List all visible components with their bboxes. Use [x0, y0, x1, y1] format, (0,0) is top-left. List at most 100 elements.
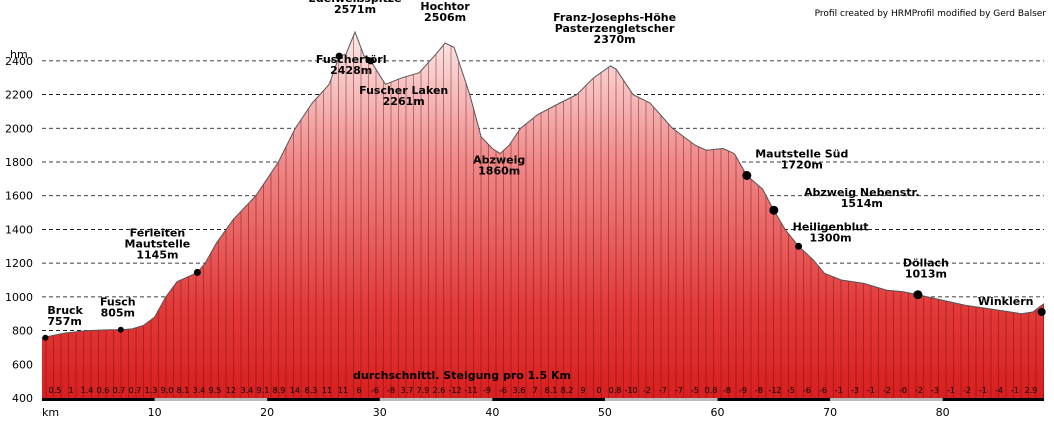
gradient-label: 2.9	[1025, 386, 1038, 395]
gradient-label: -9	[483, 386, 491, 395]
gradient-label: -11	[464, 386, 477, 395]
gradient-labels: 0.5 1 1.4 0.6 0.7 0.7 1.3 9.0 8.1 3.4 9.5 12 3.4 9.1 8…	[49, 386, 1038, 395]
gradient-label: -6	[819, 386, 827, 395]
place-label: 2428m	[330, 64, 372, 77]
place-label: Bruck	[47, 304, 83, 317]
gradient-label: 6	[356, 386, 361, 395]
gradient-label: 11	[322, 386, 332, 395]
place-label: Fusch	[100, 296, 136, 309]
gradient-label: -10	[624, 386, 637, 395]
gradient-label: -1	[979, 386, 987, 395]
place-marker	[913, 290, 923, 300]
y-tick-label: 1800	[5, 156, 33, 169]
gradient-label: -3	[851, 386, 859, 395]
x-axis-segment	[830, 398, 943, 401]
gradient-label: -2	[915, 386, 923, 395]
gradient-label: 1	[68, 386, 73, 395]
gradient-label: 8.2	[561, 386, 574, 395]
gradient-label: -6	[499, 386, 507, 395]
place-marker	[1037, 308, 1046, 316]
gradient-label: 8.9	[273, 386, 286, 395]
y-tick-labels: 400 600 800 1000 1200 1400 1600 1800 2000 2200 240…	[5, 55, 33, 405]
gradient-label: 3.4	[193, 386, 206, 395]
place-marker	[193, 268, 201, 276]
x-tick-label: 30	[373, 406, 387, 419]
y-tick-label: 2000	[5, 122, 33, 135]
place-label: 1145m	[136, 248, 178, 261]
gradient-label: 7.9	[417, 386, 430, 395]
gradient-label: -8	[755, 386, 763, 395]
x-tick-label: 40	[485, 406, 499, 419]
gradient-label: 8.3	[305, 386, 318, 395]
x-tick-label: 60	[711, 406, 725, 419]
elevation-area	[42, 32, 1044, 398]
gradient-label: 3.7	[401, 386, 414, 395]
x-axis-segment	[379, 398, 493, 401]
place-label: 1300m	[810, 231, 852, 244]
gradient-label: 9.5	[209, 386, 222, 395]
gradient-label: -0	[899, 386, 907, 395]
place-label: 1720m	[781, 159, 823, 172]
gradient-label: 14	[290, 386, 300, 395]
gradient-label: 11	[338, 386, 348, 395]
gradient-label: 12	[226, 386, 236, 395]
place-label: 1860m	[478, 165, 520, 178]
gradient-label: -8	[387, 386, 395, 395]
gradient-label: 0.8	[705, 386, 718, 395]
gradient-label: 9.0	[161, 386, 174, 395]
gradient-label: -9	[739, 386, 747, 395]
elevation-line	[41, 30, 1045, 339]
place-marker	[795, 242, 803, 250]
place-label: Heiligenblut	[793, 220, 869, 233]
gradient-label: 1.4	[81, 386, 94, 395]
gradient-label: -3	[931, 386, 939, 395]
gradient-label: 2.6	[433, 386, 446, 395]
y-tick-label: 1400	[5, 223, 33, 236]
place-label: Hochtor	[420, 0, 470, 13]
y-tick-label: 1600	[5, 190, 33, 203]
gradient-label: 3.6	[513, 386, 526, 395]
gradient-label: 0.5	[49, 386, 62, 395]
gradient-label: 0	[596, 386, 601, 395]
place-marker	[42, 334, 49, 341]
x-axis-bar	[42, 398, 1044, 401]
gradient-label: 9	[580, 386, 585, 395]
gradient-label: -8	[723, 386, 731, 395]
x-tick-label: 50	[598, 406, 612, 419]
y-tick-label: 800	[12, 325, 33, 338]
gradient-label: 8.1	[177, 386, 190, 395]
place-label: 2571m	[334, 3, 376, 16]
y-tick-label: 1000	[5, 291, 33, 304]
credit-text: Profil created by HRMProfil modified by …	[815, 9, 1047, 19]
gradient-label: -7	[675, 386, 683, 395]
y-tick-label: 600	[12, 358, 33, 371]
gradient-label: 7	[532, 386, 537, 395]
place-label: Pasterzengletscher	[555, 22, 675, 35]
x-axis-label: km	[42, 406, 59, 419]
gradient-label: 0.7	[129, 386, 142, 395]
place-marker	[367, 57, 375, 65]
place-label: 2506m	[424, 11, 466, 24]
gradient-label: -6	[371, 386, 379, 395]
gradient-label: -5	[691, 386, 699, 395]
x-axis: 10 20 30 40 50 60 70 80	[42, 398, 1044, 419]
gradient-label: -12	[448, 386, 461, 395]
sample-lines	[45, 35, 1044, 398]
gradient-label: -7	[659, 386, 667, 395]
place-label: Mautstelle	[125, 237, 191, 250]
place-marker	[335, 52, 343, 60]
y-tick-label: 1200	[5, 257, 33, 270]
gradient-label: -1	[835, 386, 843, 395]
place-label: Ferleiten	[130, 226, 186, 239]
gradient-label: -2	[883, 386, 891, 395]
x-tick-label: 20	[260, 406, 274, 419]
place-label: 805m	[101, 307, 135, 320]
x-axis-segment	[604, 398, 718, 401]
y-tick-label: 2400	[5, 55, 33, 68]
y-axis-label: hm	[10, 48, 28, 61]
gradient-label: -4	[995, 386, 1003, 395]
x-tick-label: 10	[148, 406, 162, 419]
gradient-label: -12	[768, 386, 781, 395]
place-label: 2261m	[383, 95, 425, 108]
